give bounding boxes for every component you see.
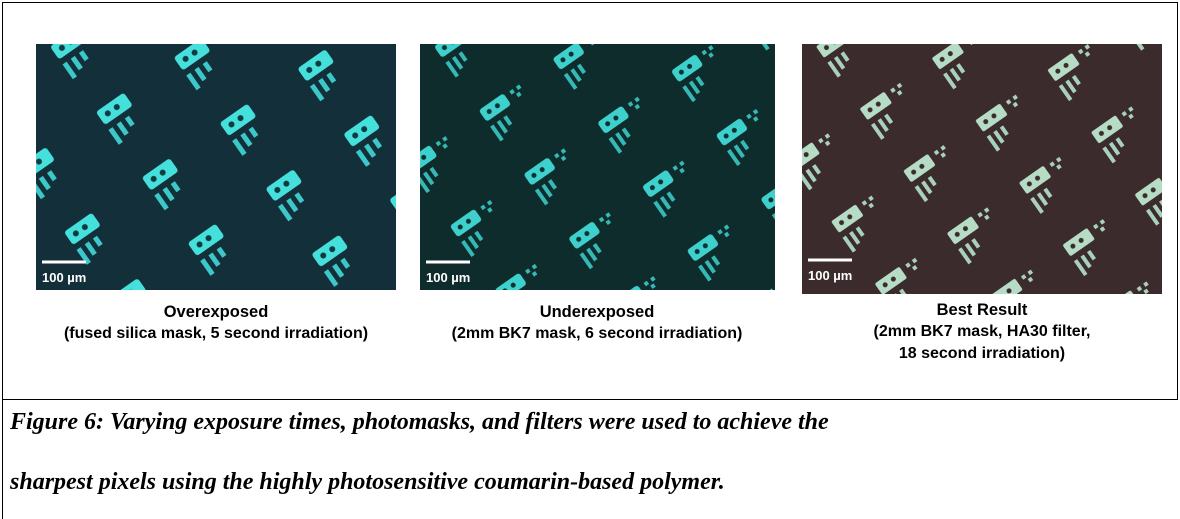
scale-label: 100 µm bbox=[808, 268, 852, 283]
panel-caption: Underexposed (2mm BK7 mask, 6 second irr… bbox=[397, 301, 797, 345]
micrograph bbox=[420, 44, 775, 290]
panel-title: Underexposed bbox=[397, 301, 797, 323]
panel-title: Best Result bbox=[782, 299, 1180, 321]
panel-detail: 18 second irradiation) bbox=[782, 343, 1180, 365]
panel-title: Overexposed bbox=[16, 301, 416, 323]
figure-caption-line: Figure 6: Varying exposure times, photom… bbox=[10, 409, 829, 436]
caption-border bbox=[2, 399, 3, 519]
panel-detail: (fused silica mask, 5 second irradiation… bbox=[16, 323, 416, 345]
panel-image: 100 µm bbox=[420, 44, 775, 290]
scale-label: 100 µm bbox=[426, 270, 470, 285]
figure-caption-line: sharpest pixels using the highly photose… bbox=[10, 469, 725, 496]
panel-detail: (2mm BK7 mask, 6 second irradiation) bbox=[397, 323, 797, 345]
panel-caption: Overexposed (fused silica mask, 5 second… bbox=[16, 301, 416, 345]
panel-caption: Best Result (2mm BK7 mask, HA30 filter, … bbox=[782, 299, 1180, 365]
micrograph bbox=[36, 44, 396, 290]
scale-label: 100 µm bbox=[42, 270, 86, 285]
page: 100 µm 100 µm bbox=[0, 0, 1180, 519]
panel-image: 100 µm bbox=[802, 44, 1162, 294]
panel-image: 100 µm bbox=[36, 44, 396, 290]
micrograph bbox=[802, 44, 1162, 294]
panel-detail: (2mm BK7 mask, HA30 filter, bbox=[782, 321, 1180, 343]
